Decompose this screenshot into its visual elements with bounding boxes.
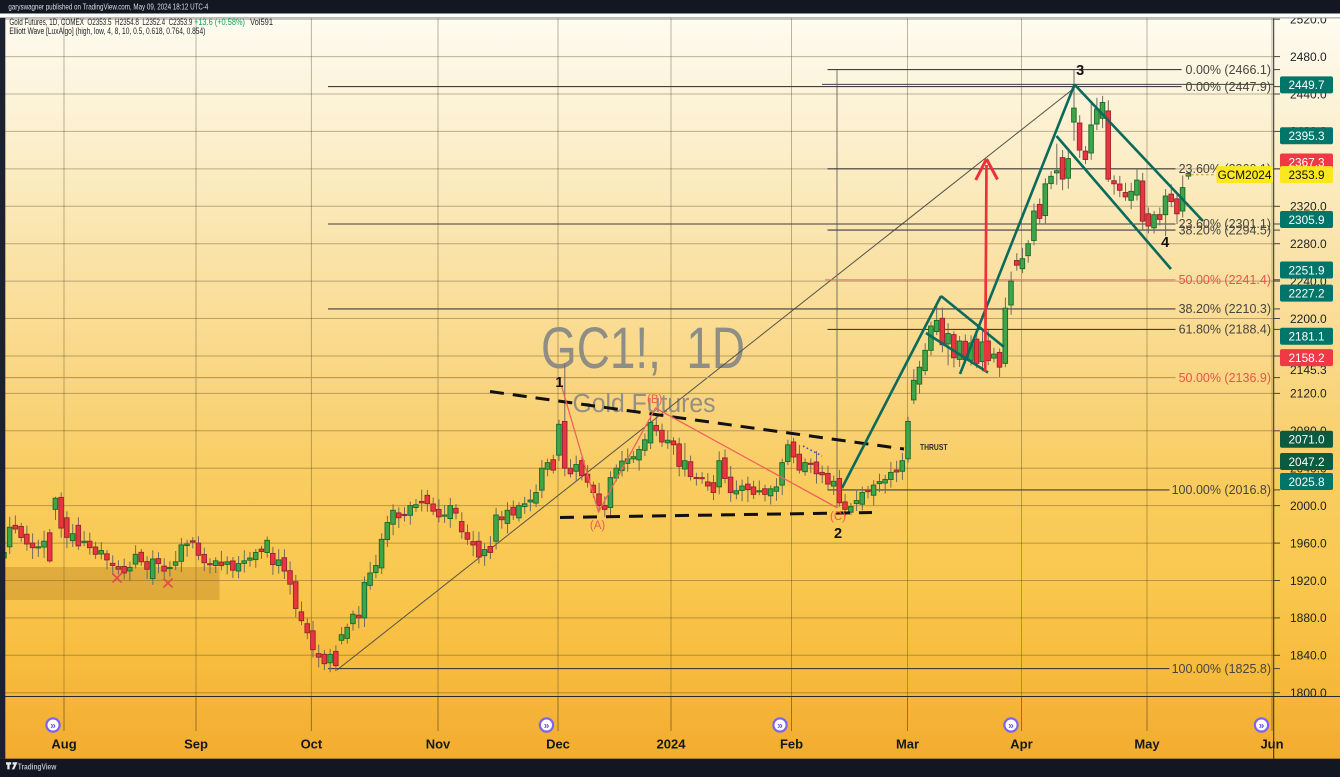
svg-text:4: 4	[1161, 235, 1169, 251]
svg-text:THRUST: THRUST	[920, 443, 948, 452]
svg-text:2280.0: 2280.0	[1290, 237, 1327, 251]
svg-text:23.60% (2301.1): 23.60% (2301.1)	[1179, 217, 1271, 231]
svg-text:»: »	[1259, 721, 1265, 732]
svg-text:Nov: Nov	[426, 737, 451, 752]
svg-text:0.00% (2466.1): 0.00% (2466.1)	[1186, 63, 1271, 77]
svg-text:Jun: Jun	[1260, 737, 1283, 752]
svg-text:2367.3: 2367.3	[1288, 155, 1325, 169]
svg-text:GCM2024: GCM2024	[1218, 168, 1272, 182]
svg-text:May: May	[1134, 737, 1160, 752]
svg-text:(B): (B)	[647, 394, 663, 406]
svg-text:»: »	[544, 721, 550, 732]
svg-text:3: 3	[1076, 63, 1084, 79]
svg-text:38.20% (2294.5): 38.20% (2294.5)	[1179, 223, 1271, 237]
svg-text:Mar: Mar	[896, 737, 919, 752]
svg-text:61.80% (2188.4): 61.80% (2188.4)	[1179, 323, 1271, 337]
svg-text:Feb: Feb	[780, 737, 803, 752]
svg-text:2120.0: 2120.0	[1290, 387, 1327, 401]
svg-text:»: »	[777, 721, 783, 732]
svg-text:Gold Futures, 1D, COMEX O2353: Gold Futures, 1D, COMEX O2353.5 H2354.8 …	[9, 17, 192, 27]
svg-text:2158.2: 2158.2	[1288, 351, 1324, 365]
svg-text:Apr: Apr	[1010, 737, 1032, 752]
svg-text:+13.6 (+0.58%): +13.6 (+0.58%)	[194, 17, 245, 27]
svg-text:2353.9: 2353.9	[1288, 168, 1324, 182]
svg-text:100.00% (1825.8): 100.00% (1825.8)	[1172, 662, 1271, 676]
svg-text:Vol591: Vol591	[250, 17, 273, 27]
svg-text:1840.0: 1840.0	[1290, 649, 1327, 663]
svg-text:2251.9: 2251.9	[1288, 263, 1324, 277]
svg-text:Sep: Sep	[184, 737, 208, 752]
svg-text:2: 2	[834, 526, 842, 542]
svg-text:50.00% (2241.4): 50.00% (2241.4)	[1179, 273, 1271, 287]
svg-text:2025.8: 2025.8	[1288, 475, 1325, 489]
svg-text:Dec: Dec	[546, 737, 570, 752]
svg-text:1: 1	[555, 375, 563, 391]
svg-text:(A): (A)	[590, 520, 606, 532]
svg-text:50.00% (2136.9): 50.00% (2136.9)	[1179, 371, 1271, 385]
svg-text:2480.0: 2480.0	[1290, 50, 1327, 64]
svg-text:Oct: Oct	[301, 737, 323, 752]
svg-text:2024: 2024	[657, 737, 687, 752]
svg-text:2200.0: 2200.0	[1290, 312, 1327, 326]
svg-text:2047.2: 2047.2	[1288, 455, 1324, 469]
svg-text:2449.7: 2449.7	[1288, 78, 1324, 92]
svg-text:2320.0: 2320.0	[1290, 200, 1327, 214]
svg-text:2181.1: 2181.1	[1288, 330, 1324, 344]
svg-text:2000.0: 2000.0	[1290, 499, 1327, 513]
svg-text:1960.0: 1960.0	[1290, 536, 1327, 550]
svg-text:1800.0: 1800.0	[1290, 686, 1327, 700]
svg-text:2071.0: 2071.0	[1288, 433, 1325, 447]
svg-text:0.00% (2447.9): 0.00% (2447.9)	[1186, 80, 1271, 94]
svg-text:GC1!, 1D: GC1!, 1D	[541, 316, 745, 381]
svg-text:38.20% (2210.3): 38.20% (2210.3)	[1179, 302, 1271, 316]
svg-text:Elliott Wave [LuxAlgo] (high,: Elliott Wave [LuxAlgo] (high, low, 4, 8,…	[9, 26, 205, 36]
svg-text:TradingView: TradingView	[18, 762, 57, 772]
svg-text:1920.0: 1920.0	[1290, 574, 1327, 588]
svg-text:»: »	[1008, 721, 1014, 732]
svg-text:100.00% (2016.8): 100.00% (2016.8)	[1172, 483, 1271, 497]
svg-text:Aug: Aug	[51, 737, 76, 752]
svg-text:2145.3: 2145.3	[1290, 363, 1327, 377]
svg-text:»: »	[50, 721, 56, 732]
svg-text:2227.2: 2227.2	[1288, 286, 1324, 300]
svg-text:(C): (C)	[830, 511, 846, 523]
svg-text:1880.0: 1880.0	[1290, 611, 1327, 625]
svg-text:2305.9: 2305.9	[1288, 213, 1324, 227]
svg-text:Gold Futures: Gold Futures	[573, 390, 716, 418]
svg-text:garyswagner published on Tradi: garyswagner published on TradingView.com…	[8, 2, 208, 12]
svg-text:2395.3: 2395.3	[1288, 129, 1325, 143]
